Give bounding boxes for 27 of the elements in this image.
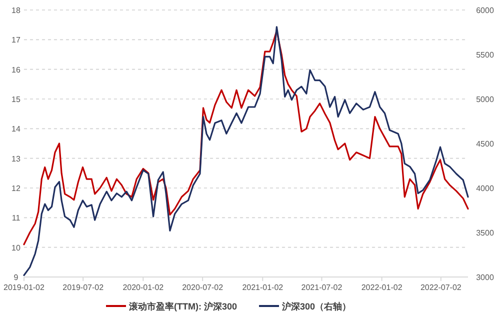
y2-tick-label: 3500: [476, 228, 494, 238]
y-tick-label: 18: [12, 6, 21, 15]
legend-label: 滚动市盈率(TTM): 沪深300: [128, 302, 237, 312]
x-tick-label: 2021-07-02: [301, 283, 343, 292]
y2-tick-label: 4500: [476, 140, 494, 148]
x-tick-label: 2020-07-02: [182, 283, 224, 292]
y-tick-label: 9: [14, 273, 19, 282]
x-tick-label: 2022-07-02: [420, 283, 462, 292]
x-tick-label: 2022-01-02: [361, 283, 403, 292]
y-tick-label: 10: [12, 243, 21, 252]
y2-tick-label: 6000: [476, 6, 494, 15]
y2-tick-label: 5500: [476, 50, 494, 60]
x-tick-label: 2020-01-02: [122, 283, 164, 292]
y-tick-label: 11: [12, 214, 21, 223]
y-tick-label: 16: [12, 65, 21, 74]
x-tick-label: 2019-07-02: [62, 283, 104, 292]
y2-tick-label: 4000: [476, 184, 494, 193]
y-tick-label: 15: [12, 95, 21, 104]
y2-tick-label: 3000: [476, 273, 494, 282]
y-tick-label: 12: [12, 184, 21, 193]
legend-label: 沪深300（右轴）: [281, 302, 352, 312]
y-tick-label: 17: [12, 36, 21, 45]
y2-tick-label: 5000: [476, 95, 494, 104]
y-tick-label: 14: [12, 124, 21, 134]
y-tick-label: 13: [12, 154, 21, 164]
x-tick-label: 2021-01-02: [242, 283, 284, 292]
x-tick-label: 2019-01-02: [4, 283, 46, 292]
